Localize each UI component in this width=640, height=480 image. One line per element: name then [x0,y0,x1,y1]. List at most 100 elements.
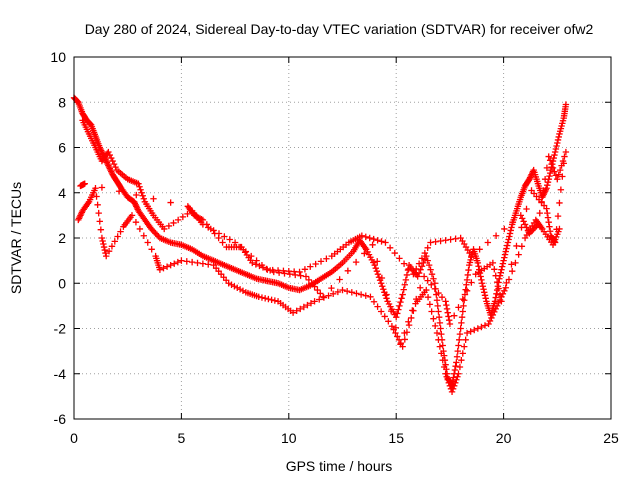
data-point [489,311,497,319]
data-point [443,305,451,313]
data-point [261,295,269,302]
data-point [555,133,562,141]
data-point [343,287,351,295]
data-point [431,285,439,293]
data-point [553,226,560,233]
data-point [109,157,116,165]
data-point [424,277,431,284]
data-point [320,294,328,301]
data-point [420,273,428,280]
data-point [491,266,498,273]
data-point [101,246,108,254]
data-point [440,363,448,371]
x-tick-label: 5 [178,430,186,446]
data-point [374,303,381,310]
data-point [498,298,505,305]
data-point [399,291,406,298]
data-point [139,192,146,199]
data-point [459,295,466,303]
data-point [478,323,485,331]
data-point [133,191,140,199]
data-point [106,151,113,159]
data-point [501,225,508,233]
data-point [555,171,562,178]
data-point [499,290,507,298]
data-point [408,314,415,322]
data-point [198,215,205,223]
data-point [435,308,442,315]
data-point [414,273,421,280]
data-point [203,221,211,228]
data-point [461,343,468,350]
data-point [95,209,102,217]
data-point [433,329,441,337]
data-point [562,101,570,108]
y-tick-label: -4 [54,366,67,382]
data-point [453,376,460,383]
data-point [323,255,330,262]
data-point [478,276,485,284]
data-point [512,259,519,267]
data-point [171,260,178,267]
data-point [493,290,500,298]
data-point [424,257,431,264]
y-tick-label: 4 [58,185,66,201]
data-point [255,293,262,301]
data-point [460,302,467,310]
data-point [394,310,401,317]
data-point [544,209,551,217]
data-point [467,328,474,335]
data-point [492,305,499,313]
data-point [462,286,469,293]
data-point [194,259,201,267]
data-point [442,237,449,244]
data-point [427,266,434,273]
data-point [170,219,177,227]
data-point [544,182,551,189]
data-point [509,218,516,226]
data-point [395,336,403,344]
data-point [444,376,451,383]
data-point [211,230,218,237]
data-point [417,266,424,273]
data-point [108,154,115,162]
data-point [328,284,335,292]
data-point [367,293,374,301]
data-point [548,160,555,168]
data-point [425,261,433,269]
data-point [503,279,510,287]
data-point [545,153,552,160]
data-point [492,272,499,279]
data-point [374,237,381,244]
data-point [478,280,486,287]
data-point [423,286,430,294]
data-point [501,287,508,294]
data-point [463,329,471,337]
data-point [100,243,108,251]
data-point [475,263,482,270]
data-point [92,185,99,192]
data-point [463,287,471,294]
data-point [452,363,459,370]
data-point [300,303,308,311]
data-point [110,160,118,168]
data-point [492,294,499,301]
data-point [451,366,459,374]
data-point [296,268,303,276]
data-point [305,276,313,284]
data-point [461,291,469,298]
data-point [458,356,465,364]
data-point [456,330,464,338]
data-points [70,94,570,396]
data-point [546,223,553,230]
data-point [465,266,472,274]
data-point [556,199,563,207]
data-point [199,260,207,267]
data-point [503,242,511,249]
data-point [307,300,315,307]
data-point [165,222,173,230]
data-point [174,258,182,266]
data-point [301,266,309,273]
series-side-clusters [77,160,567,348]
data-point [325,292,332,299]
